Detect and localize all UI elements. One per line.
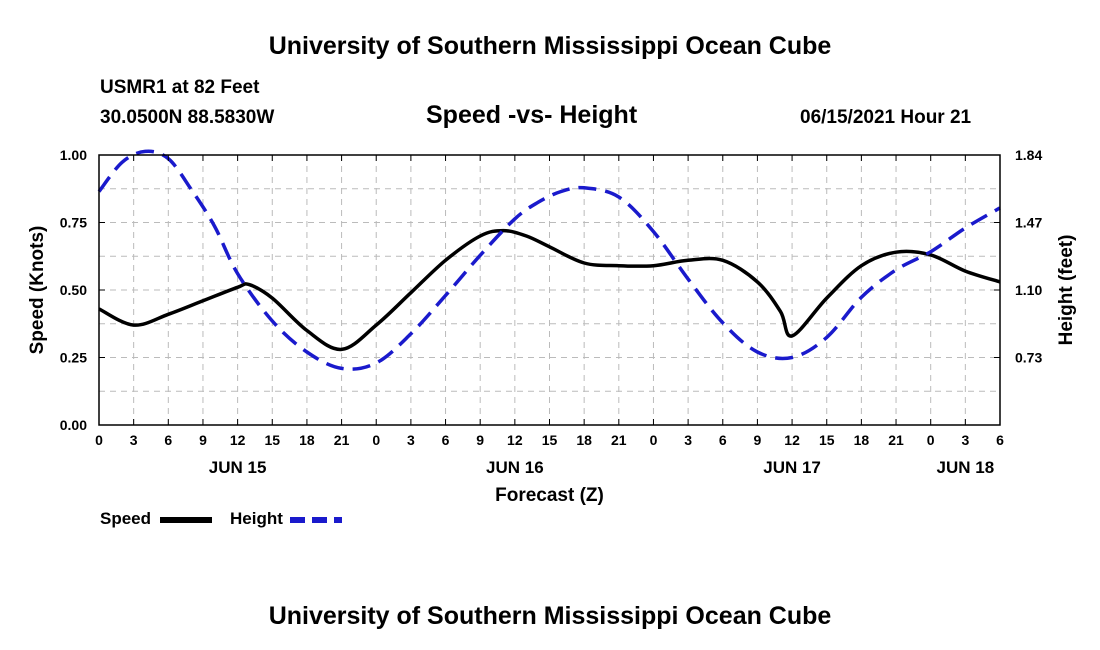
y2-tick-label: 0.73 (1015, 350, 1042, 366)
x-tick-label: 15 (264, 432, 280, 448)
day-label: JUN 17 (763, 458, 821, 477)
coordinates-label: 30.0500N 88.5830W (100, 107, 275, 128)
x-tick-label: 3 (961, 432, 969, 448)
plot-frame (98, 154, 1001, 426)
chart-title: University of Southern Mississippi Ocean… (268, 32, 832, 60)
x-axis-label: Forecast (Z) (495, 485, 604, 506)
x-tick-label: 9 (199, 432, 207, 448)
y-tick-label: 0.50 (60, 282, 87, 298)
station-label: USMR1 at 82 Feet (100, 77, 260, 98)
x-tick-label: 18 (299, 432, 315, 448)
day-label: JUN 15 (209, 458, 267, 477)
x-tick-label: 3 (684, 432, 692, 448)
x-tick-label: 12 (784, 432, 800, 448)
legend-speed-swatch (160, 517, 212, 523)
x-tick-label: 0 (372, 432, 380, 448)
x-tick-label: 0 (650, 432, 658, 448)
footer-title: University of Southern Mississippi Ocean… (268, 602, 832, 630)
y-tick-label: 1.00 (60, 147, 87, 163)
series-line-speed (98, 228, 1001, 352)
x-tick-label: 6 (442, 432, 450, 448)
x-tick-label: 9 (754, 432, 762, 448)
x-tick-label: 6 (719, 432, 727, 448)
x-tick-label: 18 (854, 432, 870, 448)
y-tick-label: 0.25 (60, 350, 87, 366)
chart-subtitle: Speed -vs- Height (426, 101, 638, 129)
x-tick-label: 0 (927, 432, 935, 448)
legend-height-swatch (290, 517, 342, 523)
x-tick-label: 0 (95, 432, 103, 448)
x-tick-label: 3 (407, 432, 415, 448)
x-tick-label: 15 (542, 432, 558, 448)
x-tick-label: 6 (996, 432, 1004, 448)
x-tick-label: 3 (130, 432, 138, 448)
forecast-timestamp: 06/15/2021 Hour 21 (800, 107, 972, 128)
x-tick-label: 21 (611, 432, 627, 448)
x-tick-label: 21 (334, 432, 350, 448)
series-layer (97, 149, 1001, 371)
x-tick-label: 6 (164, 432, 172, 448)
y2-tick-label: 1.10 (1015, 282, 1042, 298)
frame-layer (98, 154, 1001, 426)
x-tick-label: 18 (576, 432, 592, 448)
legend-height-label: Height (230, 509, 283, 528)
day-label: JUN 16 (486, 458, 544, 477)
day-label: JUN 18 (937, 458, 995, 477)
x-tick-label: 12 (230, 432, 246, 448)
grid-layer (99, 155, 1000, 425)
x-tick-label: 21 (888, 432, 904, 448)
labels-layer: 0 3 6 9 12 15 18 21 0 3 6 9 12 15 18 21 0 3 6 9 12 15 18 21 0 3 6J… (27, 147, 1077, 506)
y2-axis-label: Height (feet) (1056, 235, 1077, 346)
y-axis-label: Speed (Knots) (27, 226, 48, 355)
x-tick-label: 9 (476, 432, 484, 448)
series-line-height (97, 149, 1001, 371)
y2-tick-label: 1.47 (1015, 215, 1042, 231)
legend-speed-label: Speed (100, 509, 152, 528)
y-tick-label: 0.00 (60, 417, 87, 433)
x-tick-label: 15 (819, 432, 835, 448)
y-tick-label: 0.75 (60, 215, 87, 231)
x-tick-label: 12 (507, 432, 523, 448)
y2-tick-label: 1.84 (1015, 147, 1042, 163)
